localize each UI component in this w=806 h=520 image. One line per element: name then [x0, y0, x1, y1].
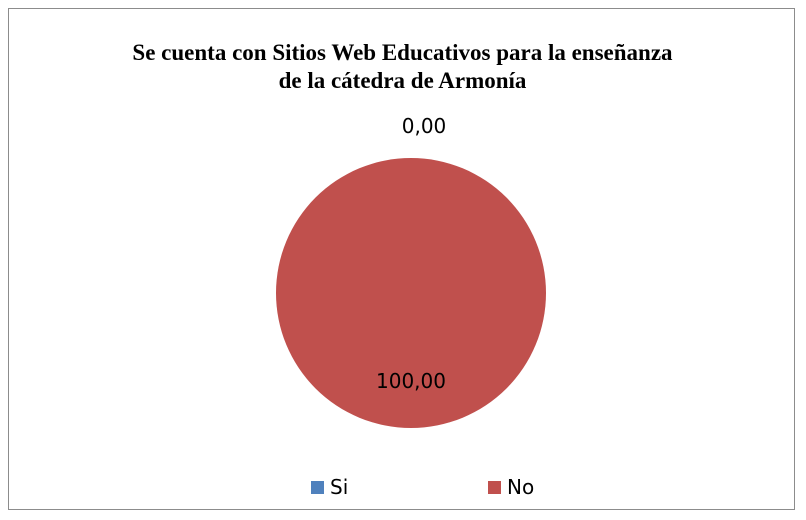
legend-swatch-no [488, 480, 501, 494]
legend-swatch-si [311, 480, 324, 494]
pie-chart: 0,00 100,00 [276, 114, 546, 428]
legend-item-si: Si [311, 475, 348, 499]
legend-item-no: No [488, 475, 534, 499]
legend-label-no: No [507, 475, 535, 499]
chart-title-line-1: Se cuenta con Sitios Web Educativos para… [132, 40, 673, 65]
legend-label-si: Si [330, 475, 349, 499]
pie-slice-no [276, 158, 546, 428]
chart-legend: Si No [9, 475, 796, 503]
chart-title: Se cuenta con Sitios Web Educativos para… [9, 39, 796, 95]
pie-slices [276, 158, 546, 428]
data-label-no: 100,00 [376, 369, 446, 393]
data-label-si: 0,00 [402, 114, 447, 138]
chart-frame: Se cuenta con Sitios Web Educativos para… [8, 8, 795, 510]
chart-title-line-2: de la cátedra de Armonía [278, 68, 527, 93]
pie-data-labels: 0,00 100,00 [376, 114, 446, 393]
